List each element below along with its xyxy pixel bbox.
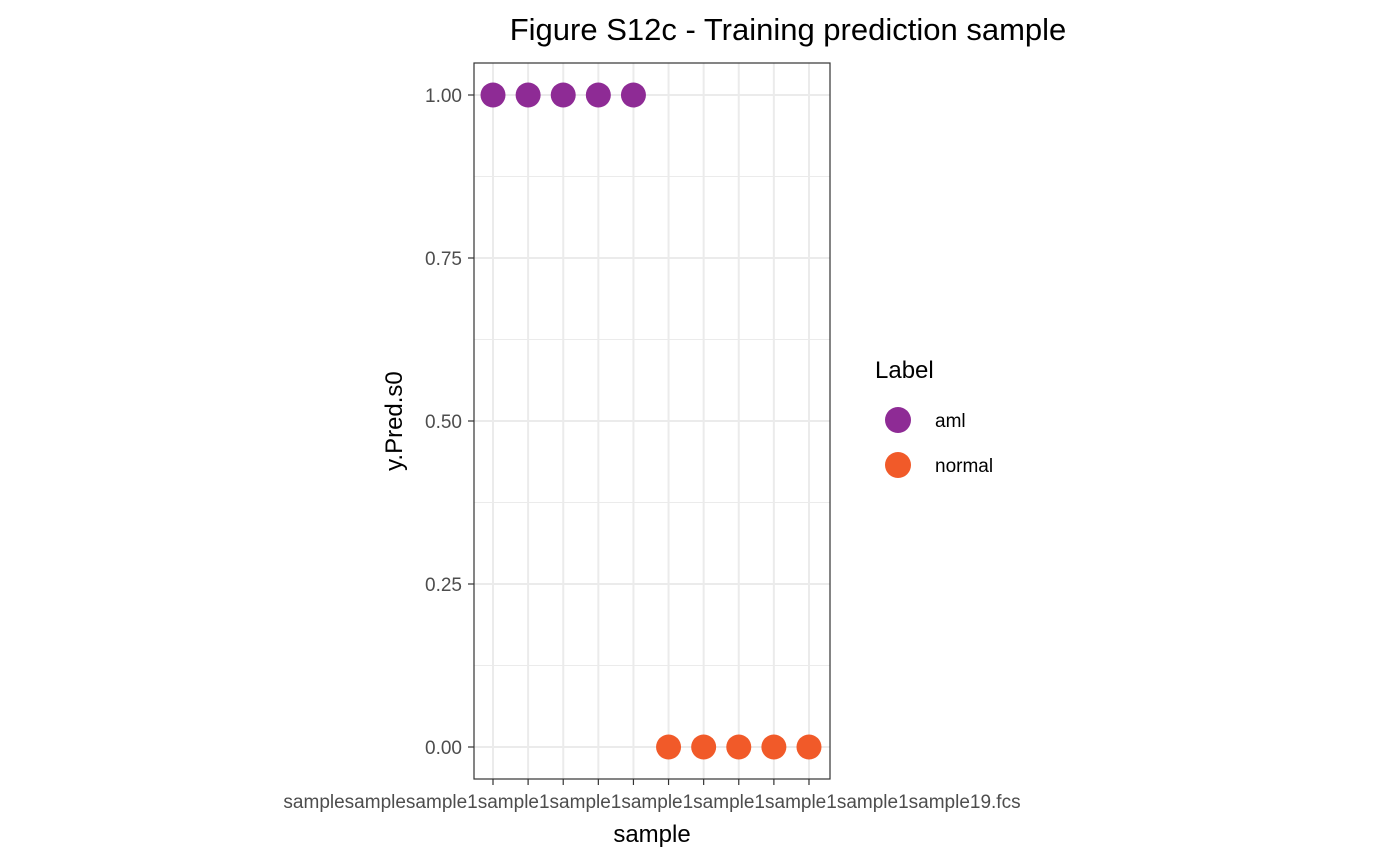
legend-key-aml [885,407,911,433]
y-axis-title: y.Pred.s0 [381,371,408,471]
point-aml [480,82,506,108]
point-normal [691,734,717,760]
x-tick-labels-overlapping: samplesamplesample1sample1sample1sample1… [283,792,1020,813]
data-points [480,82,822,760]
point-aml [515,82,541,108]
y-tick-label: 0.50 [425,412,462,433]
point-normal [656,734,682,760]
legend-title: Label [875,357,934,384]
y-axis: 0.00 0.25 0.50 0.75 1.00 [425,86,474,759]
point-normal [726,734,752,760]
point-aml [620,82,646,108]
y-tick-label: 0.00 [425,738,462,759]
grid-minor [474,176,830,666]
grid-major [474,63,830,779]
point-aml [585,82,611,108]
x-axis: samplesamplesample1sample1sample1sample1… [283,779,1021,813]
legend-label-normal: normal [935,456,993,477]
y-tick-label: 0.75 [425,249,462,270]
legend-entries: aml normal [885,407,993,478]
x-axis-title: sample [613,821,690,848]
legend-key-normal [885,452,911,478]
point-aml [550,82,576,108]
legend-label-aml: aml [935,411,966,432]
y-tick-label: 1.00 [425,86,462,107]
y-tick-label: 0.25 [425,575,462,596]
legend: Label aml normal [875,357,993,478]
point-normal [796,734,822,760]
chart-title: Figure S12c - Training prediction sample [510,12,1067,47]
point-normal [761,734,787,760]
